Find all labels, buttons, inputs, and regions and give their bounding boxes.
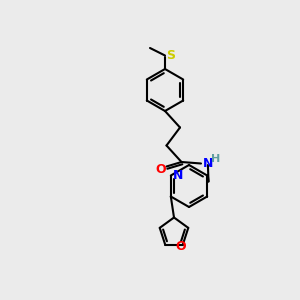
Text: N: N: [173, 169, 184, 182]
Text: S: S: [167, 49, 176, 62]
Text: H: H: [212, 154, 221, 164]
Text: O: O: [155, 163, 166, 176]
Text: N: N: [202, 157, 213, 170]
Text: O: O: [175, 240, 186, 253]
